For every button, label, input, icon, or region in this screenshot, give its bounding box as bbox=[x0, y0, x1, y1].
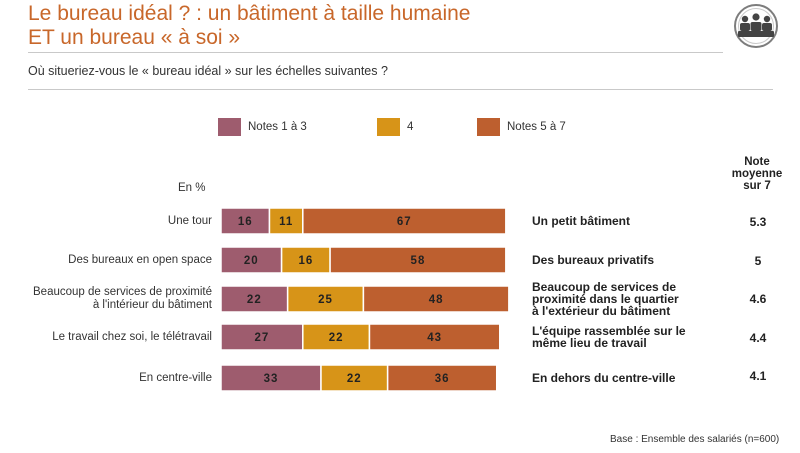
legend-swatch-notes-1-3 bbox=[218, 118, 241, 136]
row-right-label-2: Des bureaux privatifs bbox=[532, 254, 654, 266]
row-left-label-3: Beaucoup de services de proximité à l'int… bbox=[33, 286, 212, 312]
bar-2-series-1 bbox=[220, 246, 283, 274]
title-divider bbox=[28, 52, 723, 53]
bar-3-series-3 bbox=[362, 285, 510, 313]
row-right-label-1-line-1: Un petit bâtiment bbox=[532, 214, 630, 228]
bar-1-series-3 bbox=[302, 207, 507, 235]
bar-3-series-1 bbox=[220, 285, 289, 313]
bar-label-4-series-2: 22 bbox=[329, 332, 344, 344]
question-text: Où situeriez-vous le « bureau idéal » su… bbox=[28, 64, 388, 78]
title-line-2: ET un bureau « à soi » bbox=[28, 26, 241, 49]
bar-5-series-2 bbox=[320, 364, 389, 392]
average-note-4: 4.4 bbox=[749, 331, 767, 345]
bar-4-series-2 bbox=[302, 323, 371, 351]
row-left-label-3-line-1: Beaucoup de services de proximité bbox=[33, 286, 212, 298]
bar-label-5-series-2: 22 bbox=[347, 373, 362, 385]
legend-item-4: 4 bbox=[377, 118, 413, 136]
average-note-header: Note moyenne sur 7 bbox=[727, 156, 787, 192]
average-note-header-line-3: sur 7 bbox=[743, 180, 771, 192]
row-right-label-4: L'équipe rassemblée sur le même lieu de t… bbox=[532, 325, 686, 349]
bar-4-series-1 bbox=[220, 323, 304, 351]
bar-label-1-series-1: 16 bbox=[238, 216, 253, 228]
row-right-label-3-line-2: proximité dans le quartier bbox=[532, 292, 679, 306]
bar-label-3-series-1: 22 bbox=[247, 294, 262, 306]
bar-5-series-3 bbox=[386, 364, 498, 392]
legend-swatch-4 bbox=[377, 118, 400, 136]
row-left-label-4-line-1: Le travail chez soi, le télétravail bbox=[52, 330, 212, 343]
average-note-5: 4.1 bbox=[749, 369, 767, 383]
legend-label-notes-5-7: Notes 5 à 7 bbox=[507, 121, 566, 133]
row-left-label-2-line-1: Des bureaux en open space bbox=[68, 253, 212, 266]
row-right-label-5: En dehors du centre-ville bbox=[532, 372, 675, 384]
bar-4-series-3 bbox=[368, 323, 501, 351]
bar-2-series-3 bbox=[329, 246, 507, 274]
question-divider bbox=[28, 89, 773, 90]
row-right-label-5-line-1: En dehors du centre-ville bbox=[532, 371, 676, 385]
bar-label-5-series-3: 36 bbox=[435, 373, 450, 385]
row-left-label-1: Une tour bbox=[168, 215, 212, 228]
average-note-3: 4.6 bbox=[749, 292, 767, 306]
row-left-label-1-line-1: Une tour bbox=[167, 214, 212, 227]
row-right-label-3-line-1: Beaucoup de services de bbox=[532, 280, 677, 294]
legend-swatch-notes-5-7 bbox=[477, 118, 500, 136]
page-title: Le bureau idéal ? : un bâtiment à taille… bbox=[28, 2, 470, 50]
bar-5-series-1 bbox=[220, 364, 322, 392]
legend-label-4: 4 bbox=[407, 121, 414, 133]
unit-label: En % bbox=[178, 182, 206, 194]
bar-label-5-series-1: 33 bbox=[264, 373, 279, 385]
bar-label-2-series-3: 58 bbox=[411, 255, 426, 267]
row-right-label-4-line-2: même lieu de travail bbox=[532, 336, 647, 350]
average-note-2: 5 bbox=[754, 254, 762, 268]
bar-label-2-series-1: 20 bbox=[244, 255, 259, 267]
bar-3-series-2 bbox=[286, 285, 365, 313]
row-right-label-3-line-3: à l'extérieur du bâtiment bbox=[532, 304, 671, 318]
row-left-label-2: Des bureaux en open space bbox=[68, 254, 212, 267]
row-left-label-4: Le travail chez soi, le télétravail bbox=[52, 331, 212, 344]
base-note: Base : Ensemble des salariés (n=600) bbox=[610, 434, 780, 445]
row-right-label-3: Beaucoup de services de proximité dans le… bbox=[532, 281, 679, 317]
average-note-header-line-2: moyenne bbox=[731, 168, 783, 180]
bar-label-1-series-3: 67 bbox=[397, 216, 412, 228]
legend-label-notes-1-3: Notes 1 à 3 bbox=[248, 121, 307, 133]
average-note-header-line-1: Note bbox=[744, 156, 770, 168]
row-right-label-4-line-1: L'équipe rassemblée sur le bbox=[532, 324, 686, 338]
title-line-1: Le bureau idéal ? : un bâtiment à taille… bbox=[28, 2, 471, 25]
row-left-label-3-line-2: à l'intérieur du bâtiment bbox=[92, 299, 212, 311]
bar-label-3-series-3: 48 bbox=[429, 294, 444, 306]
legend-item-notes-5-7: Notes 5 à 7 bbox=[477, 118, 566, 136]
row-left-label-5-line-1: En centre-ville bbox=[139, 371, 212, 384]
bar-1-series-1 bbox=[220, 207, 271, 235]
legend-item-notes-1-3: Notes 1 à 3 bbox=[218, 118, 307, 136]
bar-label-3-series-2: 25 bbox=[318, 294, 333, 306]
bar-1-series-2 bbox=[268, 207, 304, 235]
average-note-1: 5.3 bbox=[749, 215, 767, 229]
row-right-label-2-line-1: Des bureaux privatifs bbox=[532, 253, 655, 267]
bar-label-1-series-2: 11 bbox=[279, 216, 293, 228]
row-right-label-1: Un petit bâtiment bbox=[532, 215, 630, 227]
bar-label-2-series-2: 16 bbox=[298, 255, 313, 267]
row-left-label-5: En centre-ville bbox=[139, 372, 212, 385]
bar-label-4-series-1: 27 bbox=[255, 332, 270, 344]
bar-label-4-series-3: 43 bbox=[427, 332, 442, 344]
group-of-people-icon bbox=[728, 4, 784, 48]
